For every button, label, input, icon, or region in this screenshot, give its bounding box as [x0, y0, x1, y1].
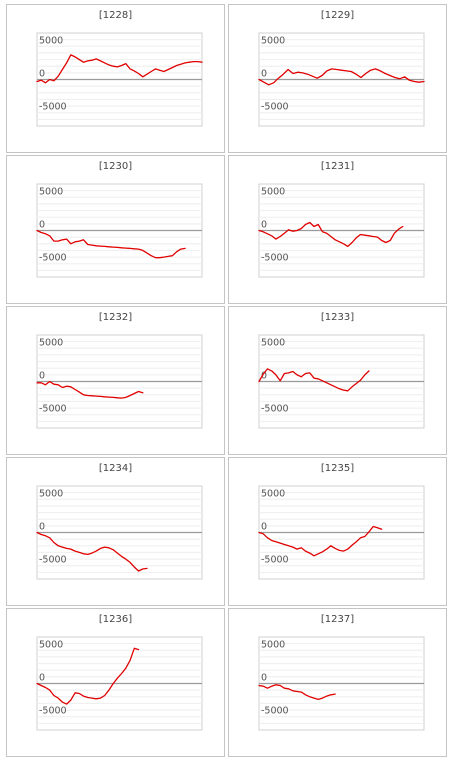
y-tick-label: 0 — [39, 371, 45, 382]
y-tick-label: 0 — [39, 220, 45, 231]
chart-title: [1228] — [98, 10, 133, 21]
series-line — [36, 647, 140, 705]
y-tick-label: -5000 — [39, 555, 67, 566]
chart-panel: [1234] 5000 0 -5000 — [6, 457, 225, 606]
y-tick-label: -5000 — [39, 706, 67, 717]
y-tick-label: 5000 — [39, 35, 63, 46]
chart-panel: [1237] 5000 0 -5000 — [228, 608, 447, 757]
y-tick-label: 0 — [261, 220, 267, 231]
chart-svg: 5000 0 -5000 — [258, 485, 425, 580]
chart-svg: 5000 0 -5000 — [258, 636, 425, 731]
chart-svg: 5000 0 -5000 — [36, 183, 203, 278]
y-tick-label: 0 — [39, 522, 45, 533]
y-tick-label: 5000 — [261, 35, 285, 46]
chart-panel: [1229] 5000 0 -5000 — [228, 4, 447, 153]
y-tick-label: 5000 — [39, 186, 63, 197]
chart-title: [1230] — [98, 161, 133, 172]
y-tick-label: 0 — [39, 69, 45, 80]
chart-svg: 5000 0 -5000 — [36, 485, 203, 580]
series-line — [36, 531, 148, 572]
chart-svg: 5000 0 -5000 — [258, 183, 425, 278]
chart-svg: 5000 0 -5000 — [36, 334, 203, 429]
chart-title: [1232] — [98, 312, 133, 323]
y-tick-label: 5000 — [261, 186, 285, 197]
series-line — [258, 221, 404, 248]
y-tick-label: -5000 — [261, 102, 289, 113]
series-line — [36, 54, 203, 84]
chart-panel: [1233] 5000 0 -5000 — [228, 306, 447, 455]
chart-panel: [1232] 5000 0 -5000 — [6, 306, 225, 455]
y-tick-label: -5000 — [261, 253, 289, 264]
chart-svg: 5000 0 -5000 — [36, 32, 203, 127]
y-tick-label: -5000 — [261, 404, 289, 415]
series-line — [258, 684, 336, 701]
y-tick-label: 5000 — [39, 488, 63, 499]
y-tick-label: -5000 — [261, 706, 289, 717]
y-tick-label: 0 — [261, 371, 267, 382]
y-tick-label: 0 — [261, 673, 267, 684]
series-line — [36, 380, 144, 399]
y-tick-label: 0 — [39, 673, 45, 684]
chart-title: [1233] — [320, 312, 355, 323]
y-tick-label: 5000 — [261, 488, 285, 499]
y-tick-label: 5000 — [39, 337, 63, 348]
chart-panel: [1230] 5000 0 -5000 — [6, 155, 225, 304]
chart-title: [1236] — [98, 614, 133, 625]
y-tick-label: 5000 — [39, 639, 63, 650]
chart-panel: [1235] 5000 0 -5000 — [228, 457, 447, 606]
chart-panel: [1228] 5000 0 -5000 — [6, 4, 225, 153]
y-tick-label: 0 — [261, 69, 267, 80]
y-tick-label: -5000 — [39, 253, 67, 264]
chart-panel: [1231] 5000 0 -5000 — [228, 155, 447, 304]
series-line — [258, 68, 425, 86]
y-tick-label: 5000 — [261, 337, 285, 348]
y-tick-label: 5000 — [261, 639, 285, 650]
y-tick-label: -5000 — [39, 102, 67, 113]
chart-title: [1237] — [320, 614, 355, 625]
chart-title: [1231] — [320, 161, 355, 172]
chart-title: [1229] — [320, 10, 355, 21]
chart-svg: 5000 0 -5000 — [36, 636, 203, 731]
chart-panel: [1236] 5000 0 -5000 — [6, 608, 225, 757]
chart-svg: 5000 0 -5000 — [258, 32, 425, 127]
y-tick-label: -5000 — [261, 555, 289, 566]
series-line — [258, 368, 370, 392]
y-tick-label: 0 — [261, 522, 267, 533]
chart-title: [1234] — [98, 463, 133, 474]
series-line — [36, 229, 186, 259]
y-tick-label: -5000 — [39, 404, 67, 415]
chart-title: [1235] — [320, 463, 355, 474]
chart-svg: 5000 0 -5000 — [258, 334, 425, 429]
series-line — [258, 525, 383, 557]
